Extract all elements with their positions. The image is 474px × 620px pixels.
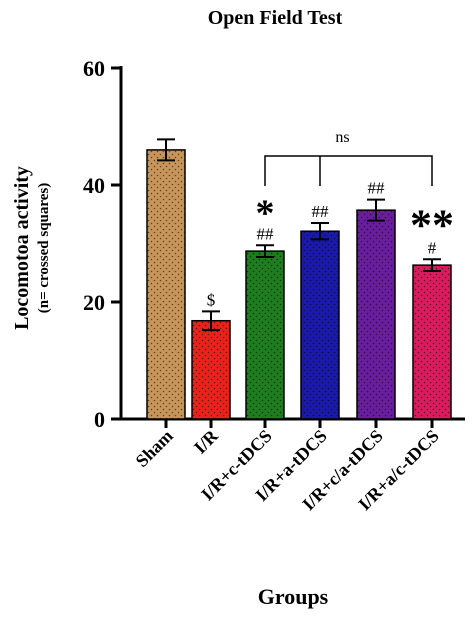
x-tick-label-i-r: I/R xyxy=(190,425,223,458)
significance-star: * xyxy=(256,192,275,234)
bar-pattern-sham xyxy=(147,149,185,419)
annotation-symbol: # xyxy=(428,238,437,257)
y-tick-label: 40 xyxy=(83,173,105,198)
ns-bracket: ns xyxy=(264,129,433,186)
y-axis-label-group: Locomotoa activity (n= crossed squares) xyxy=(11,166,52,330)
annotation-symbol: $ xyxy=(207,290,216,309)
y-tick-label: 20 xyxy=(83,290,105,315)
bar-pattern-i-r-c-a-tdcs xyxy=(357,210,395,419)
bars xyxy=(146,149,452,420)
x-tick-labels: Sham I/RI/R+c-tDCSI/R+a-tDCSI/R+c/a-tDCSI… xyxy=(132,419,443,514)
y-tick-label: 60 xyxy=(83,56,105,81)
bar-pattern-i-r-a-c-tdcs xyxy=(413,265,451,419)
y-axis-label: Locomotoa activity xyxy=(11,166,33,330)
bar-pattern-i-r xyxy=(192,320,230,419)
chart-title: Open Field Test xyxy=(208,7,343,29)
y-tick-label: 0 xyxy=(94,407,105,432)
ns-bracket-line xyxy=(264,155,433,186)
significance-star: ** xyxy=(410,200,454,249)
annotation-symbol: ## xyxy=(312,202,330,221)
ns-label: ns xyxy=(335,129,349,146)
significance-annotations: $##* #####** xyxy=(207,179,454,310)
bar-pattern-i-r-c-tdcs xyxy=(246,251,284,419)
annotation-symbol: ## xyxy=(368,179,386,198)
error-bars xyxy=(157,138,441,332)
x-axis-label: Groups xyxy=(258,584,329,609)
y-axis-sublabel: (n= crossed squares) xyxy=(36,183,52,314)
annotation-symbol: ## xyxy=(257,224,275,243)
y-ticks: 0 20 40 60 xyxy=(83,56,121,432)
x-tick-label-sham: Sham xyxy=(132,426,177,471)
bar-pattern-i-r-a-tdcs xyxy=(301,231,339,419)
